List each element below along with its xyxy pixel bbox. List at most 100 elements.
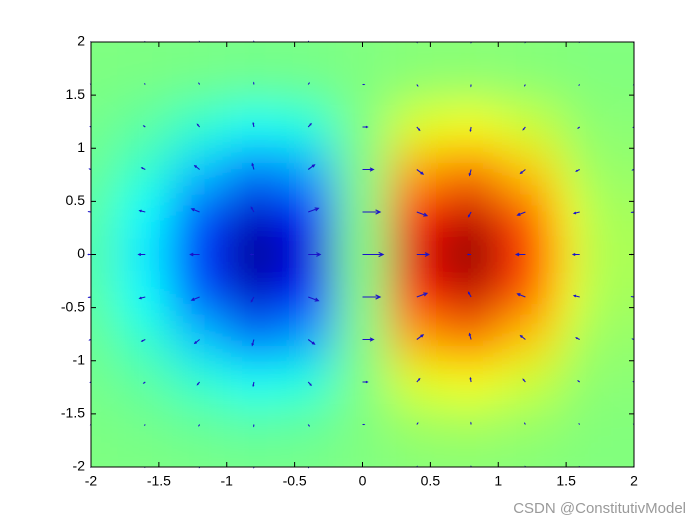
arrow: [308, 252, 322, 257]
arrow: [524, 84, 526, 87]
x-tick-label: -0.5: [283, 473, 307, 489]
arrow: [416, 84, 419, 87]
arrow: [416, 126, 421, 132]
arrow: [249, 253, 254, 256]
arrow: [193, 339, 200, 345]
arrow: [250, 206, 255, 213]
arrow: [308, 296, 320, 302]
arrow: [307, 381, 312, 387]
arrow: [190, 208, 200, 213]
x-tick-label: -1.5: [147, 473, 171, 489]
quiver: [87, 40, 635, 469]
heat-cell: [579, 360, 634, 404]
heat-cell: [281, 360, 336, 404]
arrow: [362, 251, 385, 258]
arrow: [307, 339, 316, 345]
arrow: [524, 422, 526, 425]
arrow: [307, 82, 310, 85]
heat-cell: [579, 233, 634, 276]
y-tick-label: -2: [73, 458, 86, 474]
arrow: [514, 252, 526, 257]
arrow: [516, 293, 526, 298]
arrow: [362, 294, 382, 300]
arrow: [519, 169, 526, 175]
arrow: [577, 126, 581, 129]
heat-cell: [498, 42, 553, 85]
arrow: [142, 125, 146, 128]
heat-cell: [281, 190, 336, 234]
y-tick-label: 0: [77, 245, 85, 261]
arrow: [469, 126, 472, 133]
axes: -2 -1.5 -1 -0.5 0 0.5 1 1.5 2 -2 -1.5 -1 -0.5 0 0.5 1 1.…: [61, 33, 638, 489]
arrow: [142, 381, 146, 384]
y-tick-label: 1: [77, 139, 85, 155]
arrow: [577, 380, 581, 383]
arrow: [467, 211, 472, 218]
arrow: [362, 209, 382, 215]
x-tick-label: 1.5: [556, 473, 576, 489]
y-tick-label: 0.5: [66, 192, 86, 208]
x-tick-label: 0.5: [421, 473, 441, 489]
arrow: [308, 207, 320, 213]
arrow: [198, 82, 201, 85]
arrow: [575, 337, 580, 340]
arrow: [307, 424, 310, 427]
arrow: [469, 376, 472, 383]
y-tick-label: -1.5: [61, 405, 85, 421]
arrow: [470, 84, 472, 88]
heat-cell: [226, 42, 282, 85]
arrow: [307, 122, 312, 128]
arrow: [522, 378, 526, 383]
arrow: [416, 169, 425, 175]
arrow: [468, 169, 472, 177]
heat-cell: [579, 318, 634, 361]
arrow: [362, 380, 369, 384]
arrow: [143, 424, 146, 426]
heat-cell: [579, 403, 634, 446]
heat-cell: [118, 42, 173, 85]
heat-cell: [335, 42, 390, 85]
arrow: [138, 296, 146, 300]
heat-cell: [281, 275, 336, 319]
arrow: [467, 291, 472, 298]
arrow: [416, 422, 419, 425]
heat-cell: [443, 42, 499, 85]
y-tick-label: -1: [73, 351, 86, 367]
heat-cell: [281, 318, 336, 361]
arrow: [198, 424, 201, 427]
arrow: [522, 126, 526, 131]
arrow: [468, 332, 472, 340]
y-tick-label: 2: [77, 33, 85, 49]
watermark: CSDN @ConstitutivModel: [513, 500, 686, 517]
arrow: [575, 169, 580, 172]
arrow: [416, 377, 421, 383]
heat-cell: [389, 42, 444, 85]
arrow: [362, 125, 369, 129]
arrow: [416, 292, 429, 298]
arrow: [140, 339, 146, 342]
arrow: [362, 337, 375, 342]
heat-cell: [281, 403, 336, 446]
x-tick-label: 2: [630, 473, 638, 489]
heat-cell: [281, 42, 336, 85]
arrow: [362, 167, 375, 172]
arrow: [251, 162, 255, 170]
heat-cell: [579, 275, 634, 319]
arrow: [571, 253, 580, 256]
arrow: [466, 253, 472, 256]
heat-cell: [172, 42, 227, 85]
arrow: [143, 83, 146, 85]
heat-cell: [281, 105, 336, 149]
heat-cell: [579, 190, 634, 234]
arrow: [416, 334, 425, 340]
y-tick-label: -0.5: [61, 298, 85, 314]
arrow: [138, 209, 146, 213]
arrow: [137, 253, 146, 256]
arrow: [252, 81, 255, 85]
arrow: [252, 381, 255, 388]
arrow: [516, 211, 526, 216]
arrow: [307, 164, 316, 170]
heat-cell: [579, 105, 634, 149]
x-tick-label: 1: [494, 473, 502, 489]
arrow: [578, 84, 581, 86]
